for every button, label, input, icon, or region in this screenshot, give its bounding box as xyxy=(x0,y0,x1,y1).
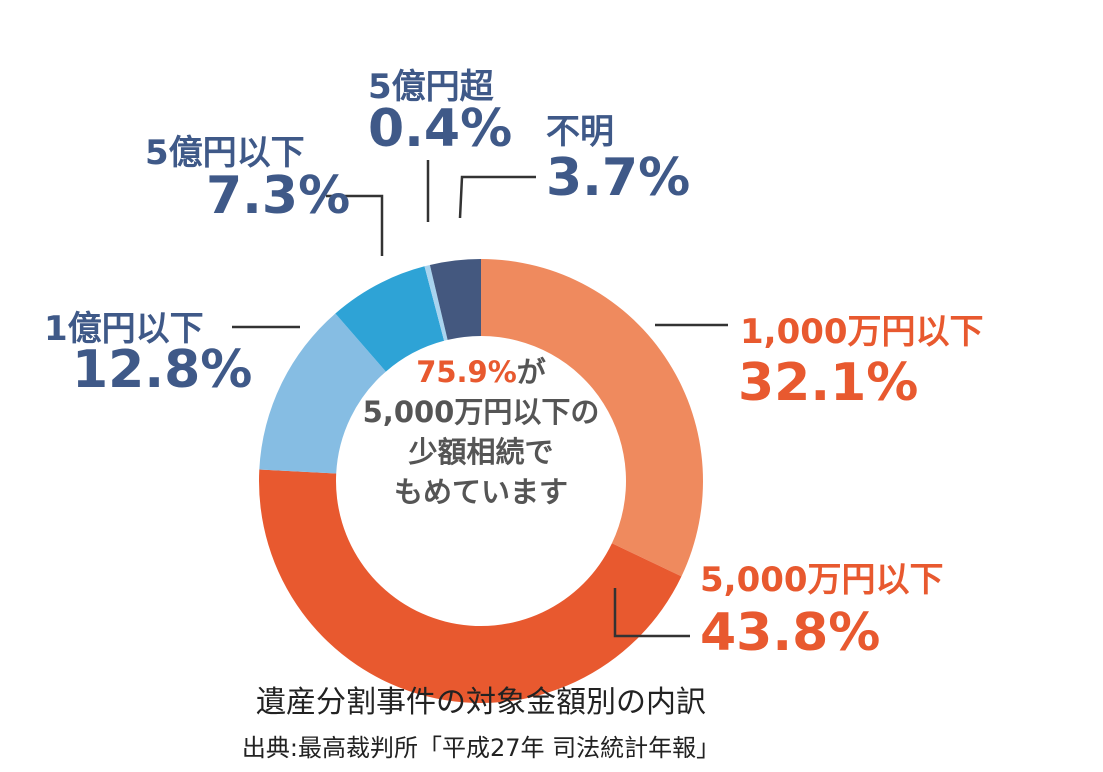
slice-fumei xyxy=(429,259,481,340)
center-highlight-suffix: が xyxy=(517,355,546,389)
label-pct-1000man: 32.1% xyxy=(738,353,918,413)
slice-1oku xyxy=(259,313,386,474)
label-cat-5oku-cho: 5億円超 xyxy=(368,67,495,107)
slice-5oku-cho xyxy=(424,264,448,341)
label-pct-5oku-cho: 0.4% xyxy=(368,99,512,159)
center-highlight: 75.9% xyxy=(416,355,517,389)
donut-slices xyxy=(259,259,703,703)
label-cat-fumei: 不明 xyxy=(546,112,614,152)
center-line-2: 5,000万円以下の xyxy=(363,395,600,429)
slice-1000man xyxy=(481,259,703,577)
leader-5oku-ika xyxy=(326,194,384,256)
label-pct-5oku-ika: 7.3% xyxy=(206,166,350,226)
slice-5000man xyxy=(259,469,682,703)
center-line-3: 少額相続で xyxy=(408,435,553,469)
slice-5oku-ika xyxy=(335,266,445,372)
label-cat-1000man: 1,000万円以下 xyxy=(740,312,984,352)
leader-lines xyxy=(232,160,728,638)
chart-title: 遺産分割事件の対象金額別の内訳 xyxy=(256,685,706,720)
label-cat-1oku: 1億円以下 xyxy=(44,309,204,349)
label-pct-5000man: 43.8% xyxy=(700,603,880,663)
leader-5000man xyxy=(613,588,690,638)
label-cat-5oku-ika: 5億円以下 xyxy=(145,133,305,173)
center-line-1: 75.9%が xyxy=(416,355,546,389)
label-pct-1oku: 12.8% xyxy=(72,340,252,400)
center-line-4: もめています xyxy=(394,475,568,509)
label-pct-fumei: 3.7% xyxy=(546,148,690,208)
chart-source: 出典:最高裁判所「平成27年 司法統計年報」 xyxy=(242,734,720,762)
label-cat-5000man: 5,000万円以下 xyxy=(700,560,944,600)
leader-fumei xyxy=(458,175,536,219)
